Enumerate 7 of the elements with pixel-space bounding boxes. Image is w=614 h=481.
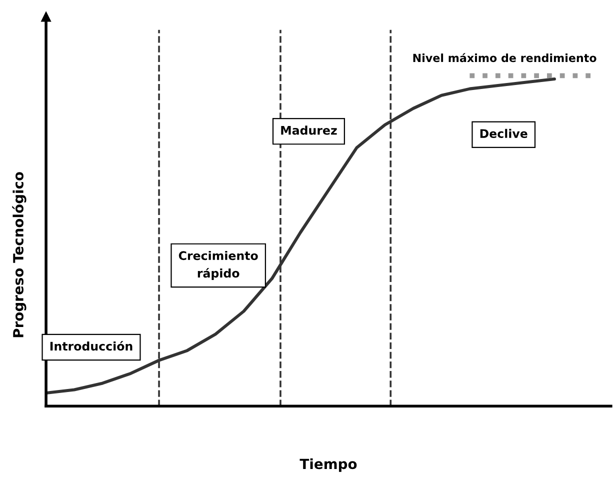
- annotation: Madurez: [281, 126, 337, 135]
- ref-line-label: Nivel máximo de rendimiento: [413, 53, 596, 62]
- annotation: Introducción: [50, 341, 132, 351]
- annotation: Crecimiento rápido: [178, 250, 258, 280]
- y-axis-title: Progreso Tecnológico: [12, 172, 26, 338]
- x-axis-title: Tiempo: [300, 458, 357, 472]
- annotation: Declive: [480, 128, 528, 138]
